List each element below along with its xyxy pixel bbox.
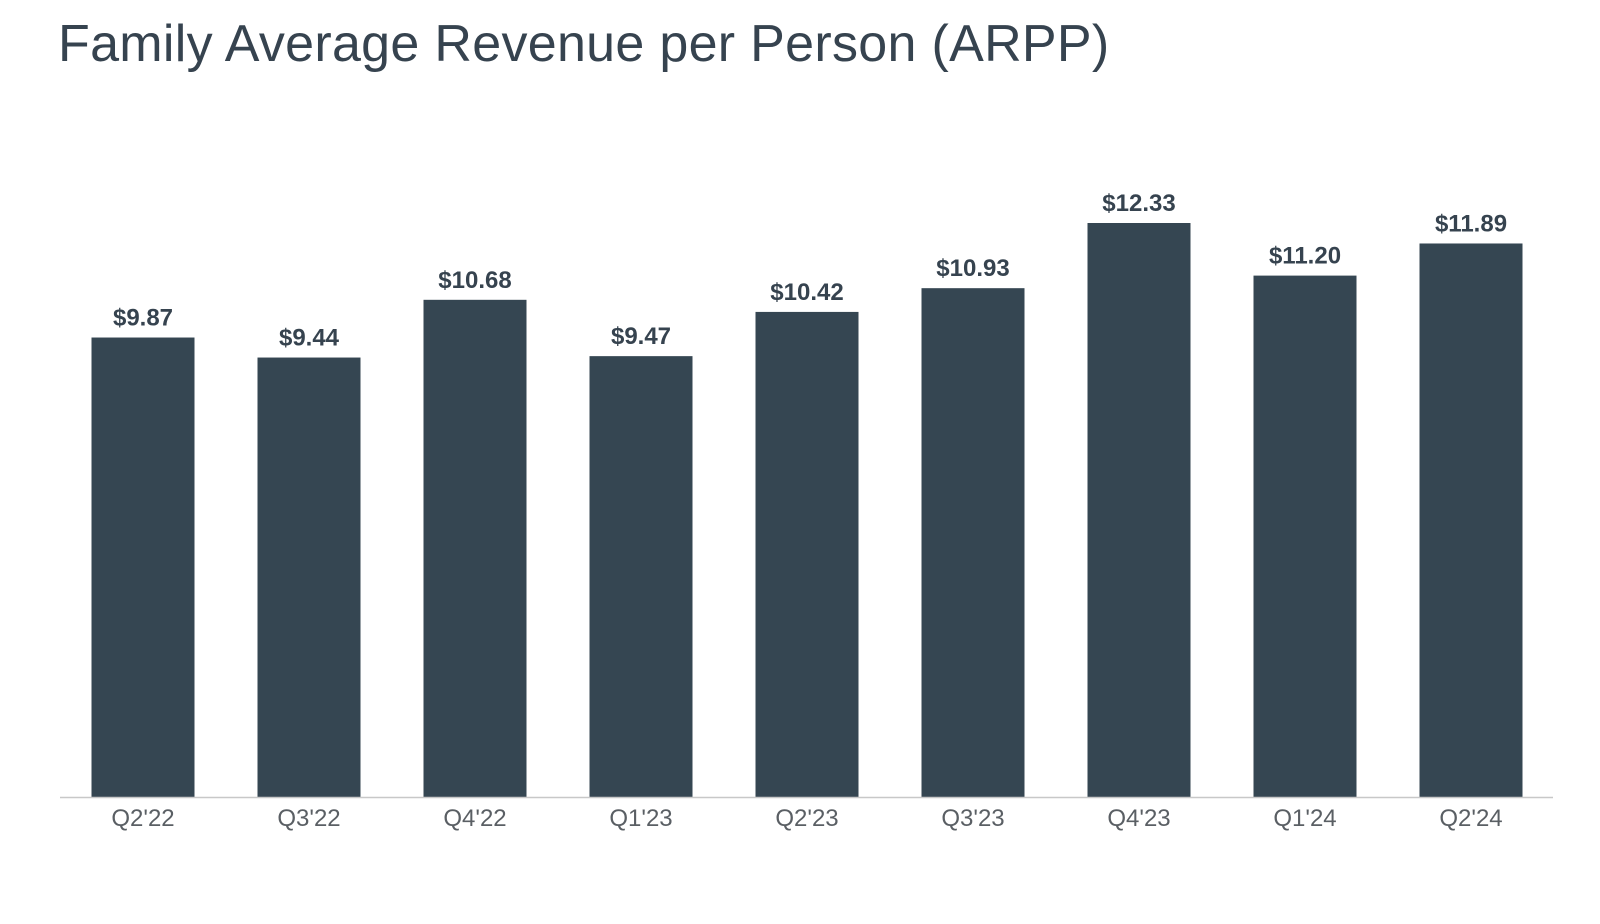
x-tick-labels-group: Q2'22 Q3'22 Q4'22 Q1'23 Q2'23 Q3'23 Q4'23 Q1'24… — [111, 805, 1502, 832]
bars-group — [91, 223, 1523, 797]
x-tick-label-0: Q2'22 — [111, 805, 174, 832]
bar-7 — [1253, 275, 1357, 797]
bar-3 — [589, 356, 693, 797]
bar-5 — [921, 288, 1025, 797]
value-label-2: $10.68 — [438, 267, 511, 294]
value-label-6: $12.33 — [1102, 190, 1175, 217]
value-label-7: $11.20 — [1269, 243, 1341, 270]
x-tick-label-2: Q4'22 — [443, 805, 506, 832]
value-label-3: $9.47 — [611, 323, 671, 350]
value-label-4: $10.42 — [770, 279, 843, 306]
value-label-0: $9.87 — [113, 305, 173, 332]
x-tick-label-1: Q3'22 — [277, 805, 340, 832]
value-label-8: $11.89 — [1435, 210, 1507, 237]
chart-title: Family Average Revenue per Person (ARPP) — [58, 15, 1110, 73]
x-tick-label-4: Q2'23 — [775, 805, 838, 832]
bar-0 — [91, 337, 195, 797]
bar-1 — [257, 357, 361, 797]
bar-2 — [423, 299, 527, 797]
bar-6 — [1087, 223, 1191, 797]
value-label-5: $10.93 — [936, 255, 1009, 282]
x-tick-label-8: Q2'24 — [1439, 805, 1502, 832]
bar-8 — [1419, 243, 1523, 797]
value-labels-group: $9.87 $9.44 $10.68 $9.47 $10.42 $10.93 $12.33 $… — [113, 190, 1507, 352]
bar-4 — [755, 311, 859, 797]
x-tick-label-6: Q4'23 — [1107, 805, 1170, 832]
x-tick-label-5: Q3'23 — [941, 805, 1004, 832]
x-tick-label-3: Q1'23 — [609, 805, 672, 832]
value-label-1: $9.44 — [279, 325, 340, 352]
x-tick-label-7: Q1'24 — [1273, 805, 1336, 832]
